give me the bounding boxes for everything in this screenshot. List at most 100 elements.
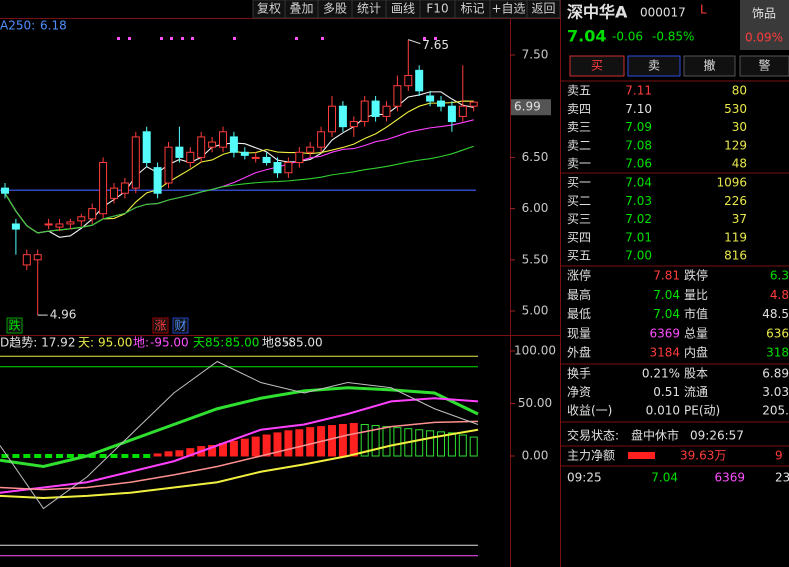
trade-button-label[interactable]: 撤 (703, 58, 715, 73)
toolbar-label: 叠加 (289, 2, 313, 16)
quote-text: 48.5 (762, 307, 789, 321)
high-pointer (408, 39, 421, 45)
histogram-bar (1, 454, 9, 458)
quote-text: 交易状态: (567, 428, 619, 443)
indicator-line (0, 420, 479, 491)
candle-body (153, 167, 162, 194)
level-value: -85.00 (284, 336, 323, 350)
quote-text: 7.09 (625, 120, 652, 134)
badge-label[interactable]: 财 (174, 319, 186, 333)
quote-text: 市值 (684, 306, 708, 321)
trade-button[interactable] (569, 55, 625, 77)
candle-body (175, 146, 184, 158)
histogram-bar (338, 424, 347, 457)
quote-text: 7.06 (625, 157, 652, 171)
quote-text: 外盘 (567, 345, 591, 360)
candle-body (229, 136, 238, 153)
quote-text: 3184 (649, 346, 680, 360)
badge[interactable] (172, 317, 189, 334)
trade-button[interactable] (627, 55, 681, 77)
quote-text: 119 (724, 230, 747, 244)
quote-text: 涨停 (567, 268, 591, 283)
sector-box (740, 0, 789, 50)
candle-body (66, 221, 75, 225)
toolbar-label: 画线 (391, 2, 415, 16)
quote-text: 816 (724, 249, 747, 263)
toolbar-button[interactable] (526, 0, 561, 19)
y-tick-label: 7.50 (522, 48, 549, 62)
trade-button-label[interactable]: 警 (758, 58, 770, 73)
badge-label[interactable]: 跌 (8, 318, 20, 333)
badge[interactable] (152, 317, 169, 334)
histogram-bar (88, 454, 96, 458)
histogram-bar (164, 451, 173, 457)
histogram-bar (208, 445, 217, 457)
candle-body (273, 162, 282, 174)
histogram-bar (295, 429, 304, 457)
y-tick-label: 5.00 (522, 304, 549, 318)
trade-button-label[interactable]: 卖 (648, 59, 660, 73)
quote-text: 000017 (640, 6, 686, 20)
current-price-box (511, 99, 551, 116)
quote-text: 现量 (567, 326, 591, 340)
candle-body (328, 105, 336, 133)
quote-text: 卖四 (567, 102, 591, 116)
quote-text: 7.03 (625, 194, 652, 208)
candle-body (55, 223, 64, 228)
level-name: 天: (78, 336, 94, 350)
candle-body (458, 105, 467, 117)
quote-text: 0.21% (642, 367, 680, 381)
indicator-line (0, 360, 479, 510)
quote-text: 0.09% (745, 31, 783, 45)
candle-body (382, 105, 391, 117)
quote-text: 7.04 (567, 27, 606, 46)
current-price: 6.99 (514, 100, 541, 114)
histogram-bar (349, 422, 358, 457)
candle-body (415, 69, 424, 92)
histogram-bar (328, 425, 336, 457)
quote-text: 318 (766, 346, 789, 360)
trade-button[interactable] (683, 55, 736, 77)
histogram-bar (306, 427, 315, 457)
quote-text: -0.85% (652, 30, 694, 44)
quote-text: 买四 (567, 230, 591, 244)
histogram-bar (121, 454, 129, 458)
candle-body (208, 141, 217, 148)
trade-button[interactable] (739, 55, 789, 77)
candle-body (44, 223, 53, 226)
badge[interactable] (6, 317, 23, 334)
histogram-bar (251, 436, 260, 457)
quote-text: 买二 (567, 194, 591, 208)
indicator-line (0, 428, 479, 500)
y-tick-label: 100.00 (514, 344, 556, 358)
quote-text: 卖五 (567, 84, 591, 98)
y-tick-label: 6.00 (522, 201, 549, 215)
quote-text: 205. (762, 404, 789, 418)
flow-bar (628, 452, 655, 459)
candle-body (426, 95, 435, 102)
histogram-bar (66, 454, 74, 458)
level-value: 95.00 (98, 336, 132, 350)
histogram-bar (99, 454, 107, 458)
quote-text: 23 (775, 471, 789, 485)
histogram-bar (415, 429, 424, 457)
candle-body (349, 121, 358, 128)
candle-body (262, 156, 271, 164)
histogram-bar (262, 434, 271, 457)
trade-button-label[interactable]: 买 (591, 59, 603, 73)
quote-text: 30 (732, 120, 747, 134)
candle-body (393, 85, 402, 107)
candle-body (447, 105, 456, 123)
ma-value: 6.18 (40, 19, 67, 33)
candle-body (99, 162, 108, 215)
candle-body (284, 162, 293, 174)
quote-text: 0.010 (646, 404, 680, 418)
candle-body (164, 146, 173, 184)
quote-text: 股本 (684, 367, 708, 381)
histogram-bar (469, 436, 478, 457)
histogram-bar (240, 438, 249, 457)
badge-label[interactable]: 涨 (154, 318, 166, 333)
y-tick-label: 0.00 (522, 449, 549, 463)
histogram-bar (45, 454, 53, 458)
histogram-bar (447, 432, 456, 457)
